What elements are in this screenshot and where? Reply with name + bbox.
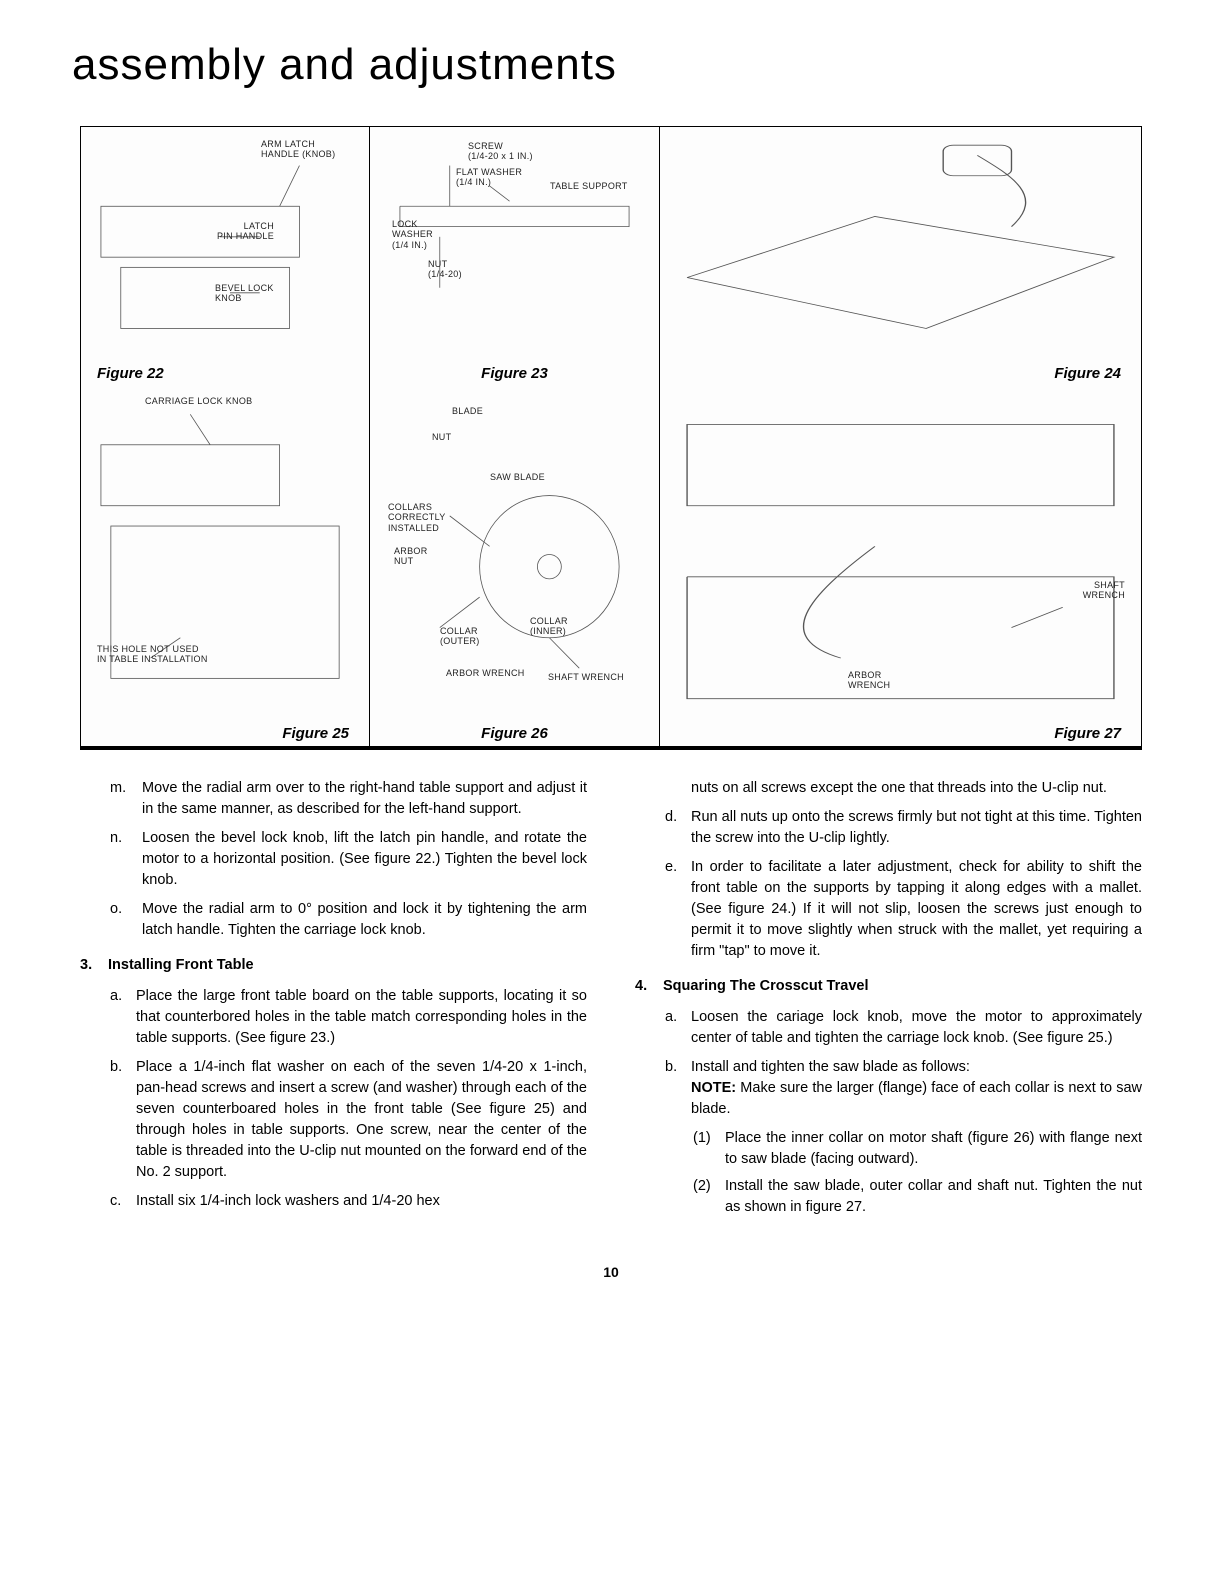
label-shaft-wrench: SHAFT WRENCH [1083, 580, 1125, 601]
label-hole-not-used: THIS HOLE NOT USED IN TABLE INSTALLATION [97, 644, 208, 665]
label-bevel-lock: BEVEL LOCK KNOB [215, 283, 274, 304]
item-marker: b. [663, 1057, 691, 1120]
figure-27-caption: Figure 27 [670, 719, 1131, 742]
figure-23-caption: Figure 23 [380, 359, 649, 382]
figure-22: ARM LATCH HANDLE (KNOB) LATCH PIN HANDLE… [80, 126, 370, 386]
figure-27-diagram: SHAFT WRENCH ARBOR WRENCH [670, 394, 1131, 719]
item-body: Place a 1/4-inch flat washer on each of … [136, 1057, 587, 1183]
body-columns: m. Move the radial arm over to the right… [80, 778, 1142, 1224]
figure-25-diagram: CARRIAGE LOCK KNOB THIS HOLE NOT USED IN… [91, 394, 359, 719]
page-number: 10 [80, 1264, 1142, 1280]
label-latch-pin: LATCH PIN HANDLE [217, 221, 274, 242]
section-title: Squaring The Crosscut Travel [663, 976, 868, 997]
label-collars-correct: COLLARS CORRECTLY INSTALLED [388, 502, 446, 533]
item-marker: (1) [691, 1128, 725, 1170]
item-body: Place the inner collar on motor shaft (f… [725, 1128, 1142, 1170]
label-arbor-wrench: ARBOR WRENCH [848, 670, 890, 691]
note-body: Make sure the larger (flange) face of ea… [691, 1080, 1142, 1117]
item-body: Install the saw blade, outer collar and … [725, 1176, 1142, 1218]
figure-25-caption: Figure 25 [91, 719, 359, 742]
item-body: Loosen the bevel lock knob, lift the lat… [142, 828, 587, 891]
figure-24-caption: Figure 24 [670, 359, 1131, 382]
figure-26-caption: Figure 26 [380, 719, 649, 742]
label-carriage-lock: CARRIAGE LOCK KNOB [145, 396, 252, 406]
item-marker: e. [663, 857, 691, 962]
figure-25: CARRIAGE LOCK KNOB THIS HOLE NOT USED IN… [80, 386, 370, 746]
item-marker: o. [108, 899, 142, 941]
figure-24: Figure 24 [660, 126, 1142, 386]
item-body: In order to facilitate a later adjustmen… [691, 857, 1142, 962]
item-4b1: (1) Place the inner collar on motor shaf… [691, 1128, 1142, 1170]
item-body: Loosen the cariage lock knob, move the m… [691, 1007, 1142, 1049]
section-title: Installing Front Table [108, 955, 254, 976]
left-column: m. Move the radial arm over to the right… [80, 778, 587, 1224]
label-table-support: TABLE SUPPORT [550, 181, 628, 191]
figure-23-diagram: SCREW (1/4-20 x 1 IN.) FLAT WASHER (1/4 … [380, 135, 649, 359]
note-prefix: NOTE: [691, 1080, 736, 1096]
figure-26-diagram: BLADE NUT SAW BLADE COLLARS CORRECTLY IN… [380, 394, 649, 719]
page-title: assembly and adjustments [72, 40, 1142, 90]
label-arbor-nut: ARBOR NUT [394, 546, 428, 567]
section-marker: 3. [80, 955, 108, 976]
label-lock-washer: LOCK WASHER (1/4 IN.) [392, 219, 433, 250]
label-flat-washer: FLAT WASHER (1/4 IN.) [456, 167, 522, 188]
item-4b2: (2) Install the saw blade, outer collar … [691, 1176, 1142, 1218]
item-3b: b. Place a 1/4-inch flat washer on each … [108, 1057, 587, 1183]
item-marker: a. [663, 1007, 691, 1049]
figure-23: SCREW (1/4-20 x 1 IN.) FLAT WASHER (1/4 … [370, 126, 660, 386]
item-body: Run all nuts up onto the screws firmly b… [691, 807, 1142, 849]
item-body: Move the radial arm to 0° position and l… [142, 899, 587, 941]
item-3c: c. Install six 1/4-inch lock washers and… [108, 1191, 587, 1212]
figure-27: SHAFT WRENCH ARBOR WRENCH Figure 27 [660, 386, 1142, 746]
item-marker: m. [108, 778, 142, 820]
right-column: nuts on all screws except the one that t… [635, 778, 1142, 1224]
label-shaft-wrench: SHAFT WRENCH [548, 672, 624, 682]
label-screw: SCREW (1/4-20 x 1 IN.) [468, 141, 533, 162]
section-3-heading: 3. Installing Front Table [80, 955, 587, 976]
item-body: Install six 1/4-inch lock washers and 1/… [136, 1191, 587, 1212]
item-marker: b. [108, 1057, 136, 1183]
figure-22-diagram: ARM LATCH HANDLE (KNOB) LATCH PIN HANDLE… [91, 135, 359, 359]
item-marker: (2) [691, 1176, 725, 1218]
figure-24-diagram [670, 135, 1131, 359]
item-n: n. Loosen the bevel lock knob, lift the … [108, 828, 587, 891]
item-body: nuts on all screws except the one that t… [691, 778, 1142, 799]
figure-22-caption: Figure 22 [91, 359, 359, 382]
label-nut: NUT (1/4-20) [428, 259, 462, 280]
item-body: Place the large front table board on the… [136, 986, 587, 1049]
section-4-heading: 4. Squaring The Crosscut Travel [635, 976, 1142, 997]
item-3c-cont: nuts on all screws except the one that t… [691, 778, 1142, 799]
item-m: m. Move the radial arm over to the right… [108, 778, 587, 820]
item-4a: a. Loosen the cariage lock knob, move th… [663, 1007, 1142, 1049]
item-marker: d. [663, 807, 691, 849]
item-body: Move the radial arm over to the right-ha… [142, 778, 587, 820]
item-3d: d. Run all nuts up onto the screws firml… [663, 807, 1142, 849]
label-arm-latch: ARM LATCH HANDLE (KNOB) [261, 139, 335, 160]
item-o: o. Move the radial arm to 0° position an… [108, 899, 587, 941]
item-marker: n. [108, 828, 142, 891]
label-blade: BLADE [452, 406, 483, 416]
section-marker: 4. [635, 976, 663, 997]
label-nut: NUT [432, 432, 451, 442]
figures-block: ARM LATCH HANDLE (KNOB) LATCH PIN HANDLE… [80, 126, 1142, 750]
label-arbor-wrench: ARBOR WRENCH [446, 668, 525, 678]
item-3e: e. In order to facilitate a later adjust… [663, 857, 1142, 962]
label-saw-blade: SAW BLADE [490, 472, 545, 482]
label-collar-inner: COLLAR (INNER) [530, 616, 568, 637]
item-4b-lead: Install and tighten the saw blade as fol… [691, 1059, 970, 1075]
label-collar-outer: COLLAR (OUTER) [440, 626, 480, 647]
item-body: Install and tighten the saw blade as fol… [691, 1057, 1142, 1120]
figure-26: BLADE NUT SAW BLADE COLLARS CORRECTLY IN… [370, 386, 660, 746]
item-marker: c. [108, 1191, 136, 1212]
item-4b: b. Install and tighten the saw blade as … [663, 1057, 1142, 1120]
item-marker: a. [108, 986, 136, 1049]
item-3a: a. Place the large front table board on … [108, 986, 587, 1049]
